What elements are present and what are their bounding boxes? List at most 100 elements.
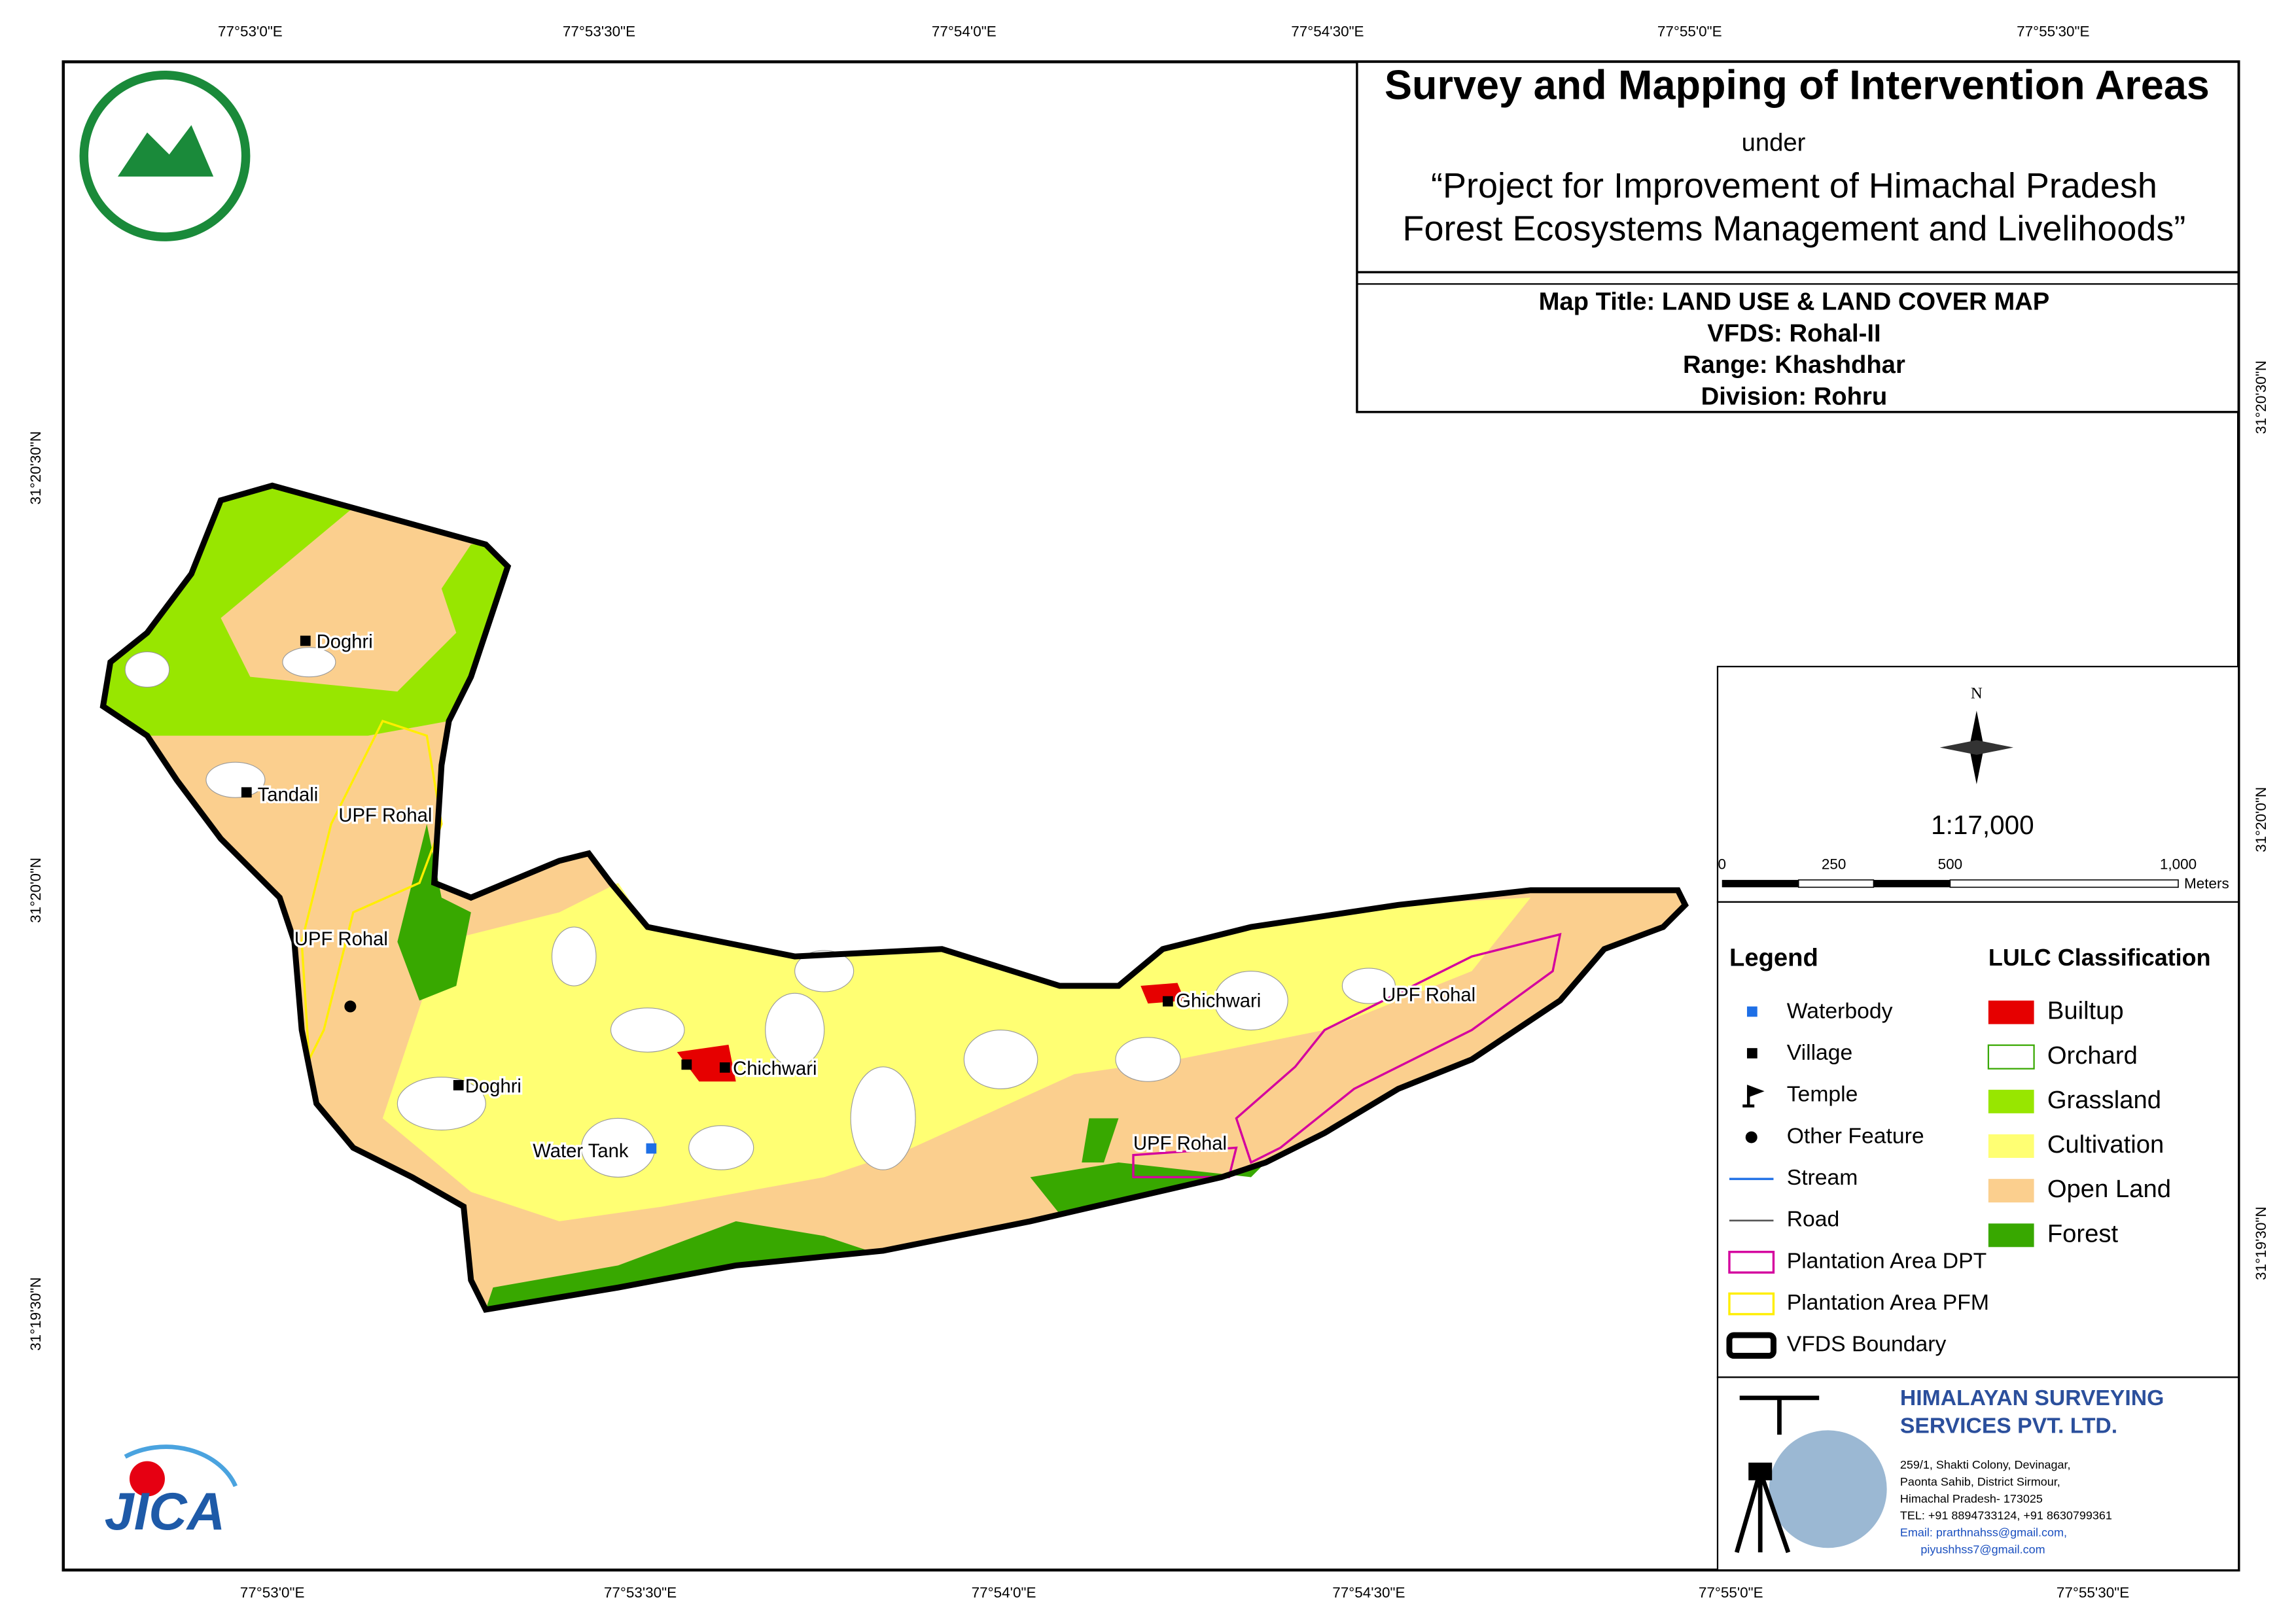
boundary-swatch xyxy=(1726,1332,1776,1359)
lulc-swatch xyxy=(1988,1179,2034,1203)
temple-swatch xyxy=(1742,1085,1765,1108)
jica-logo-dot xyxy=(129,1461,165,1497)
company-name: SERVICES PVT. LTD. xyxy=(1900,1414,2117,1439)
legend-label: VFDS Boundary xyxy=(1787,1332,1947,1357)
scale-box xyxy=(1716,665,2240,903)
waterbody-swatch xyxy=(1746,1006,1757,1017)
map-label: Tandali xyxy=(258,785,319,806)
lulc-label: Orchard xyxy=(2047,1041,2138,1070)
top-coordinate: 77°53'0"E xyxy=(218,23,283,39)
map-label: Chichwari xyxy=(733,1058,817,1079)
lulc-swatch xyxy=(1988,1134,2034,1158)
camera-icon xyxy=(1748,1462,1773,1480)
other-feature-swatch xyxy=(1745,1131,1757,1143)
village-swatch xyxy=(1746,1048,1757,1058)
legend-label: Other Feature xyxy=(1787,1123,1924,1148)
top-coordinate: 77°54'0"E xyxy=(932,23,997,39)
scale-unit: Meters xyxy=(2184,875,2229,892)
map-info: Map Title: LAND USE & LAND COVER MAP VFDS… xyxy=(1539,287,2050,410)
cultivation xyxy=(382,882,1531,1221)
map-label: UPF Rohal xyxy=(1382,985,1475,1006)
logo-emblem xyxy=(117,125,214,177)
top-coordinate: 77°55'30"E xyxy=(2017,23,2089,39)
scale-tick-label: 0 xyxy=(1718,856,1726,873)
legend: Waterbody Village Temple Other Feature Strea… xyxy=(1726,997,2171,1359)
right-coordinate: 31°19'30"N xyxy=(2253,1206,2269,1280)
legend-label: Road xyxy=(1787,1207,1840,1232)
orchard-patches xyxy=(124,647,1396,1178)
bottom-coordinate: 77°55'0"E xyxy=(1699,1584,1763,1601)
right-coordinate: 31°20'0"N xyxy=(2253,787,2269,852)
map-label: UPF Rohal xyxy=(338,805,432,826)
village-symbols xyxy=(241,635,1173,1091)
plantation-pfm xyxy=(300,720,443,1064)
map-label: Doghri xyxy=(317,632,373,653)
map-label: Water Tank xyxy=(533,1141,629,1162)
project-title: Forest Ecosystems Management and Livelih… xyxy=(1403,209,2186,248)
address-line: Email: prarthnahss@gmail.com, xyxy=(1900,1526,2067,1539)
address-line: TEL: +91 8894733124, +91 8630799361 xyxy=(1900,1509,2112,1522)
lulc-label: Open Land xyxy=(2047,1175,2171,1203)
scale-tick-label: 1,000 xyxy=(2160,856,2197,873)
top-coordinate: 77°55'0"E xyxy=(1657,23,1722,39)
legend-title: Legend xyxy=(1729,944,1818,972)
address-line: 259/1, Shakti Colony, Devinagar, xyxy=(1900,1458,2071,1471)
map-info-line: Range: Khashdhar xyxy=(1683,351,1905,379)
dpt-swatch xyxy=(1728,1251,1775,1274)
right-coordinate: 31°20'30"N xyxy=(2253,360,2269,434)
map-label: UPF Rohal xyxy=(294,929,388,950)
coordinates: 77°53'0"E 77°53'30"E 77°54'0"E 77°54'30"E 77… xyxy=(27,23,2269,1601)
bottom-coordinate: 77°53'30"E xyxy=(604,1584,677,1601)
plantation-dpt xyxy=(1235,933,1562,1164)
company-name: HIMALAYAN SURVEYING xyxy=(1900,1386,2164,1410)
globe xyxy=(1769,1430,1887,1548)
waterbody-symbol xyxy=(646,1143,657,1154)
map-label: Doghri xyxy=(465,1076,521,1097)
scale-tick-label: 250 xyxy=(1822,856,1846,873)
lulc-swatch xyxy=(1987,1044,2035,1070)
drone-tripod-icon xyxy=(1734,1395,1820,1554)
lulc-label: Cultivation xyxy=(2047,1130,2164,1159)
vfds-boundary xyxy=(99,482,1689,1313)
scale-tick-label: 500 xyxy=(1938,856,1963,873)
left-coordinate: 31°20'30"N xyxy=(27,431,44,505)
project-title: “Project for Improvement of Himachal Pra… xyxy=(1431,166,2157,205)
lulc-swatch xyxy=(1988,1089,2034,1113)
forest xyxy=(1082,1118,1119,1162)
legend-label: Waterbody xyxy=(1787,998,1893,1023)
lulc-title: LULC Classification xyxy=(1988,944,2211,971)
map-info-line: VFDS: Rohal-II xyxy=(1707,319,1881,347)
builtup xyxy=(1140,983,1185,1004)
address-line: Himachal Pradesh- 173025 xyxy=(1900,1492,2043,1505)
address-line: piyushhss7@gmail.com xyxy=(1920,1543,2045,1556)
map-labels: Doghri Tandali UPF Rohal UPF Rohal Doghri Chi… xyxy=(255,629,1477,1164)
top-coordinate: 77°53'30"E xyxy=(563,23,635,39)
title-block xyxy=(1356,60,2240,413)
pfm-swatch xyxy=(1728,1292,1775,1316)
under-text: under xyxy=(1742,129,1806,157)
map-area xyxy=(99,482,1689,1313)
legend-label: Plantation Area DPT xyxy=(1787,1248,1987,1273)
lulc-swatch xyxy=(1988,1000,2034,1024)
left-coordinate: 31°19'30"N xyxy=(27,1277,44,1351)
map-label: Ghichwari xyxy=(1176,991,1261,1012)
north-arrow: N xyxy=(1939,684,2014,784)
address-line: Paonta Sahib, District Sirmour, xyxy=(1900,1475,2060,1488)
legend-label: Stream xyxy=(1787,1165,1858,1190)
forest xyxy=(486,1221,869,1310)
jica-logo-arc xyxy=(124,1444,238,1488)
lulc-label: Forest xyxy=(2047,1219,2119,1248)
map-label: UPF Rohal xyxy=(1133,1134,1227,1155)
other-feature-symbol xyxy=(344,1000,357,1013)
left-coordinate: 31°20'0"N xyxy=(27,858,44,923)
lulc-label: Builtup xyxy=(2047,997,2124,1025)
bottom-coordinate: 77°54'30"E xyxy=(1332,1584,1405,1601)
legend-label: Plantation Area PFM xyxy=(1787,1290,1989,1315)
legend-label: Temple xyxy=(1787,1082,1858,1107)
bottom-coordinate: 77°55'30"E xyxy=(2057,1584,2129,1601)
legend-label: Village xyxy=(1787,1040,1853,1065)
scale-ticks: 0 250 500 1,000 xyxy=(1718,856,2197,873)
map-info-line: Division: Rohru xyxy=(1701,383,1888,411)
legend-box xyxy=(1716,901,2240,1378)
